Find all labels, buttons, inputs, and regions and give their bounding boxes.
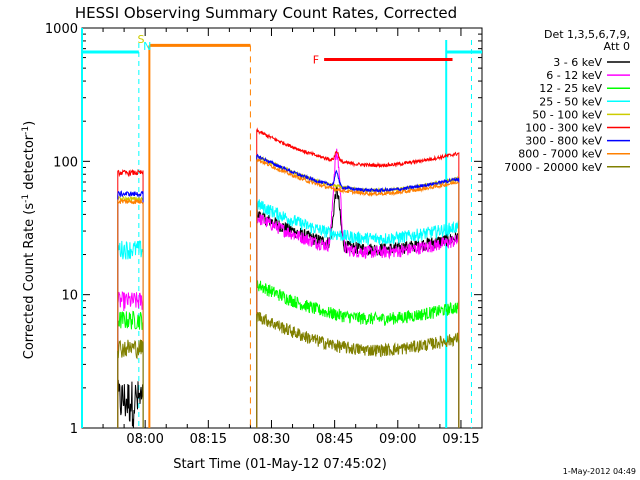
legend-label: 3 - 6 keV [553,56,602,69]
legend-header-line2: Att 0 [604,40,630,53]
series-segment-early [117,379,144,428]
y-tick-label: 1000 [45,22,78,37]
series-segment-early [117,310,144,428]
series-segment-main [256,127,460,428]
y-axis-label-main: Corrected Count Rate (s [22,203,37,360]
series-segment-main [256,153,460,428]
footer-date: 1-May-2012 04:49 [563,467,636,476]
series-100-300-kev [117,127,460,428]
series-segment-main [256,199,460,428]
x-tick-label: 08:00 [126,432,163,447]
x-tick-label: 08:30 [253,432,290,447]
y-axis-label-sup2: -1 [21,126,31,135]
series-segment-main [256,158,460,428]
chart-title: HESSI Observing Summary Count Rates, Cor… [75,4,457,22]
series-segment-main [256,311,460,428]
legend-label: 100 - 300 keV [525,122,602,135]
y-tick-label: 1 [70,422,78,437]
x-axis-ticks: 08:00 08:15 08:30 08:45 09:00 09:15 [102,28,483,447]
series-7000-20000-kev [117,311,460,428]
y-axis-label-sup1: -1 [21,194,31,203]
series-segment-main [256,278,460,428]
y-axis-label: Corrected Count Rate (s-1 detector-1) [21,121,37,359]
series-segment-early [117,168,144,428]
legend-header-line1: Det 1,3,5,6,7,9, [544,28,630,41]
y-axis-label-mid: detector [22,134,37,194]
legend-label: 300 - 800 keV [525,135,602,148]
series-50-100-kev [117,154,460,428]
y-tick-label: 100 [53,155,78,170]
series-segment-early [117,291,144,428]
y-axis-ticks: 1 10 100 1000 [45,22,482,437]
legend-label: 25 - 50 keV [539,95,602,108]
legend-label: 50 - 100 keV [532,108,602,121]
plot-overlays: SN [81,28,482,428]
series-segment-main [256,148,460,428]
x-tick-label: 08:15 [190,432,227,447]
series-12-25-kev [117,278,460,428]
x-tick-label: 09:00 [379,432,416,447]
series-segment-early [117,198,144,428]
series-segment-early [117,190,144,428]
series-segment-main [256,154,460,428]
legend-label: 6 - 12 keV [546,69,602,82]
x-tick-label: 08:45 [316,432,353,447]
legend-label: 800 - 7000 keV [518,148,602,161]
series-group [117,127,460,428]
series-6-12-kev [117,148,460,428]
annotation-s: S [137,33,144,46]
annotation-n: N [143,40,151,53]
y-axis-label-end: ) [22,121,37,126]
flag-group: F [313,54,453,67]
legend-label: 7000 - 20000 keV [504,161,602,174]
series-300-800-kev [117,153,460,428]
flare-flag-label: F [313,54,319,67]
legend-label: 12 - 25 keV [539,82,602,95]
x-axis-label: Start Time (01-May-12 07:45:02) [173,457,387,472]
series-segment-early [117,240,144,428]
x-tick-label: 09:15 [442,432,479,447]
series-800-7000-kev [117,158,460,428]
y-tick-label: 10 [61,289,78,304]
series-segment-early [117,339,144,428]
series-25-50-kev [117,199,460,428]
